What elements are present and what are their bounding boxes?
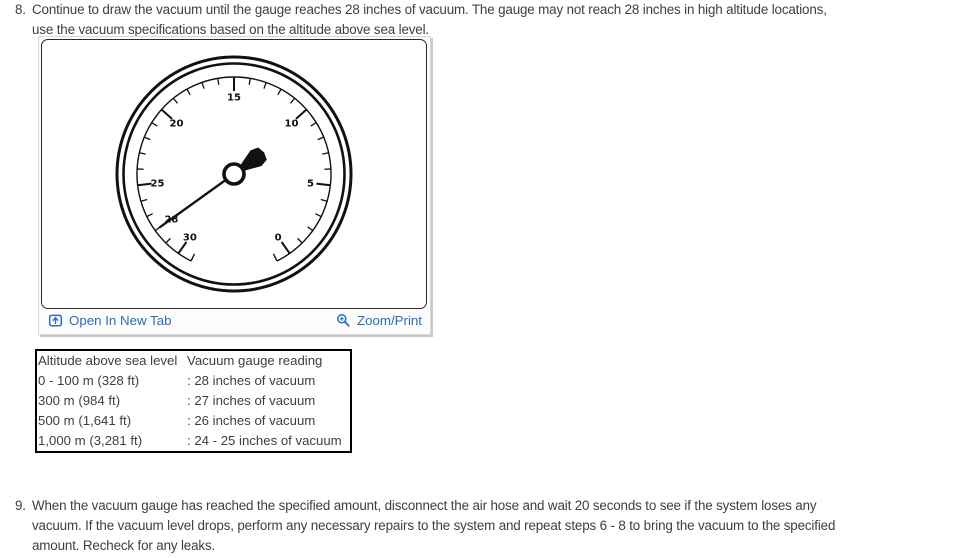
figure-toolbar: Open In New Tab Zoom/Print: [41, 309, 428, 332]
altitude-cell: 500 m (1,641 ft): [38, 413, 132, 428]
reading-cell: : 26 inches of vacuum: [187, 413, 316, 428]
zoom-plus-icon: [337, 314, 350, 327]
table-row: 1,000 m (3,281 ft) : 24 - 25 inches of v…: [36, 431, 351, 452]
step-9: 9. When the vacuum gauge has reached the…: [15, 496, 847, 556]
svg-text:20: 20: [170, 118, 184, 129]
table-row: 0 - 100 m (328 ft) : 28 inches of vacuum: [36, 371, 351, 391]
open-in-new-tab-link[interactable]: Open In New Tab: [48, 313, 172, 328]
svg-text:5: 5: [307, 178, 314, 189]
zoom-print-label: Zoom/Print: [356, 313, 422, 328]
reading-cell: : 24 - 25 inches of vacuum: [187, 433, 342, 448]
zoom-print-link[interactable]: Zoom/Print: [336, 313, 422, 328]
step-9-number: 9.: [15, 498, 26, 513]
svg-text:15: 15: [227, 93, 241, 104]
open-in-new-tab-label: Open In New Tab: [69, 313, 172, 328]
open-in-new-tab-icon: [48, 314, 63, 327]
altitude-cell: 1,000 m (3,281 ft): [38, 433, 143, 448]
table-header-row: Altitude above sea level Vacuum gauge re…: [36, 350, 351, 371]
step-9-text: When the vacuum gauge has reached the sp…: [32, 498, 836, 553]
step-8: 8. Continue to draw the vacuum until the…: [15, 0, 847, 40]
figure-panel: 05101520253028 Open In New Tab Zoom/Prin…: [38, 36, 431, 335]
step-8-number: 8.: [15, 2, 26, 17]
col-header-altitude: Altitude above sea level: [38, 353, 178, 368]
vacuum-gauge-image: 05101520253028: [115, 55, 353, 293]
svg-text:30: 30: [183, 233, 197, 244]
altitude-cell: 0 - 100 m (328 ft): [38, 373, 140, 388]
svg-text:0: 0: [275, 233, 282, 244]
col-header-reading: Vacuum gauge reading: [187, 353, 323, 368]
table-row: 300 m (984 ft) : 27 inches of vacuum: [36, 391, 351, 411]
figure-image-frame: 05101520253028: [41, 39, 427, 309]
svg-text:10: 10: [285, 118, 299, 129]
altitude-cell: 300 m (984 ft): [38, 393, 121, 408]
altitude-table: Altitude above sea level Vacuum gauge re…: [35, 349, 352, 453]
svg-text:25: 25: [151, 178, 165, 189]
reading-cell: : 27 inches of vacuum: [187, 393, 316, 408]
step-8-text: Continue to draw the vacuum until the ga…: [32, 2, 827, 37]
reading-cell: : 28 inches of vacuum: [187, 373, 316, 388]
table-row: 500 m (1,641 ft) : 26 inches of vacuum: [36, 411, 351, 431]
